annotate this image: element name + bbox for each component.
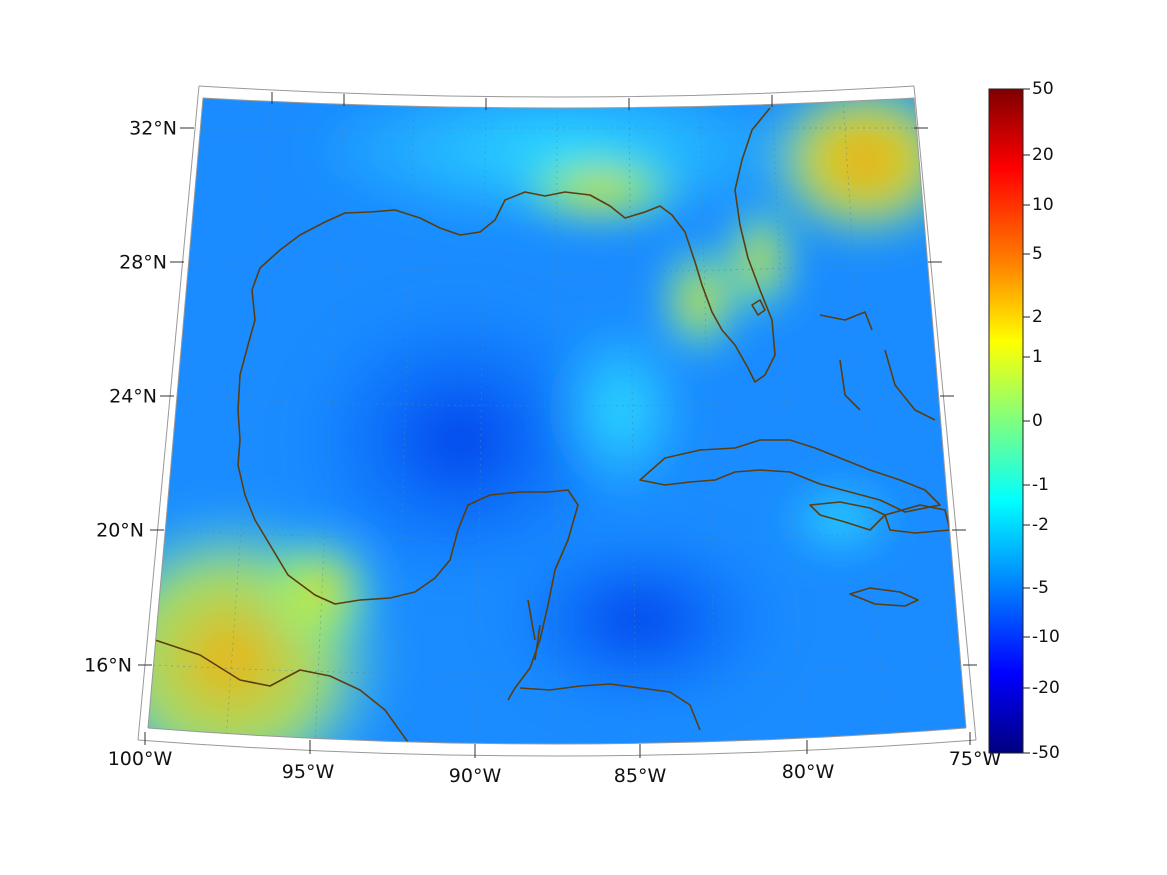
mexico-coast-line (237, 289, 579, 701)
colorbar-tick-label: 10 (1032, 195, 1054, 215)
colorbar-gradient (988, 88, 1024, 754)
colorbar-tick-label: 2 (1032, 307, 1043, 327)
map-frame (137, 85, 977, 757)
lat-label-24: 24°N (109, 386, 157, 408)
lon-label-75: 75°W (949, 748, 1002, 770)
gulf-coast-line (251, 107, 776, 383)
colorbar-tick-label: -10 (1032, 627, 1060, 647)
colorbar-tick-label: 50 (1032, 79, 1054, 99)
lon-label-100: 100°W (108, 748, 173, 770)
honduras-coast-line (519, 683, 701, 731)
jamaica-outline (849, 587, 919, 607)
lon-label-80: 80°W (782, 761, 835, 783)
lon-label-95: 95°W (282, 761, 335, 783)
colorbar-tick-label: 1 (1032, 347, 1043, 367)
central-america-line (154, 639, 411, 744)
lat-label-32: 32°N (129, 118, 177, 140)
longitude-labels: 100°W 95°W 90°W 85°W 80°W 75°W (108, 748, 1002, 787)
florida-lake (751, 299, 766, 316)
colorbar-tick-label: 5 (1032, 244, 1043, 264)
graticule (152, 98, 966, 744)
colorbar-tick-label: -20 (1032, 678, 1060, 698)
latitude-labels: 32°N 28°N 24°N 20°N 16°N (84, 118, 177, 677)
cuba-outline (639, 439, 941, 513)
heatmap-field (148, 98, 966, 744)
lon-label-90: 90°W (449, 765, 502, 787)
yucatan-islands (527, 599, 541, 661)
lat-label-20: 20°N (96, 520, 144, 542)
coastlines (154, 107, 951, 744)
bahamas-islands (819, 311, 936, 421)
colorbar-tick-label: -5 (1032, 578, 1049, 598)
lat-label-16: 16°N (84, 655, 132, 677)
colorbar-tick-label: 20 (1032, 145, 1054, 165)
tick-marks (138, 92, 977, 758)
colorbar-tick-label: 0 (1032, 411, 1043, 431)
colorbar-tick-label: -50 (1032, 743, 1060, 763)
colorbar-tick-label: -1 (1032, 475, 1049, 495)
colorbar-tick-label: -2 (1032, 515, 1049, 535)
lat-label-28: 28°N (119, 252, 167, 274)
lon-label-85: 85°W (614, 765, 667, 787)
